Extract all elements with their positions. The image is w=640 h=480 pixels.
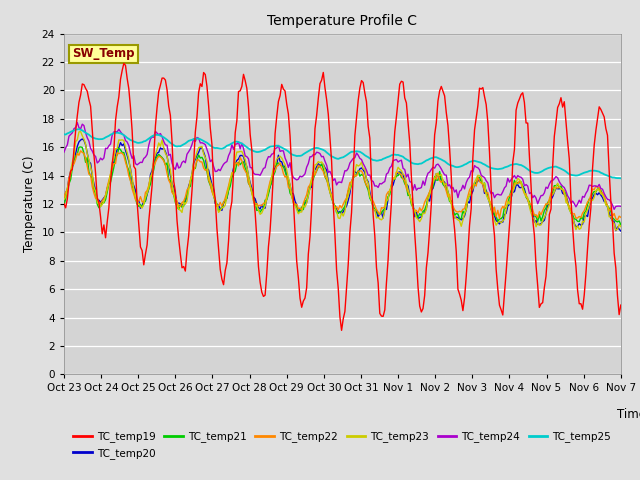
Y-axis label: Temperature (C): Temperature (C)	[23, 156, 36, 252]
TC_temp22	[617, 215, 625, 220]
TC_temp25	[185, 138, 193, 144]
TC_temp22	[60, 194, 68, 200]
TC_temp23	[67, 168, 74, 174]
TC_temp22	[67, 171, 74, 177]
Line: TC_temp20: TC_temp20	[64, 139, 621, 231]
TC_temp23	[185, 187, 193, 193]
TC_temp23	[60, 197, 68, 203]
TC_temp25	[617, 175, 625, 181]
TC_temp19	[376, 311, 383, 316]
TC_temp20	[60, 198, 68, 204]
TC_temp21	[77, 144, 84, 150]
TC_temp23	[374, 215, 382, 220]
TC_temp19	[525, 153, 533, 159]
TC_temp21	[228, 175, 236, 180]
TC_temp23	[524, 195, 532, 201]
TC_temp19	[185, 233, 193, 239]
TC_temp19	[228, 199, 236, 204]
Line: TC_temp22: TC_temp22	[64, 151, 621, 220]
TC_temp20	[374, 214, 382, 220]
TC_temp24	[517, 174, 525, 180]
Line: TC_temp24: TC_temp24	[64, 122, 621, 209]
TC_temp19	[617, 302, 625, 308]
TC_temp21	[517, 179, 525, 185]
TC_temp20	[617, 228, 625, 234]
TC_temp23	[228, 170, 236, 176]
TC_temp20	[79, 136, 86, 142]
TC_temp24	[74, 120, 81, 125]
TC_temp23	[612, 228, 620, 233]
TC_temp19	[120, 60, 127, 66]
TC_temp25	[524, 167, 532, 172]
TC_temp22	[614, 217, 621, 223]
TC_temp20	[228, 173, 236, 179]
TC_temp21	[60, 202, 68, 208]
TC_temp23	[77, 129, 84, 134]
TC_temp25	[67, 129, 74, 135]
TC_temp24	[60, 149, 68, 155]
TC_temp24	[611, 206, 618, 212]
Legend: TC_temp19, TC_temp20, TC_temp21, TC_temp22, TC_temp23, TC_temp24, TC_temp25: TC_temp19, TC_temp20, TC_temp21, TC_temp…	[69, 427, 616, 463]
Text: SW_Temp: SW_Temp	[72, 48, 135, 60]
TC_temp21	[524, 196, 532, 202]
TC_temp21	[185, 185, 193, 191]
Title: Temperature Profile C: Temperature Profile C	[268, 14, 417, 28]
TC_temp20	[517, 185, 525, 191]
Line: TC_temp23: TC_temp23	[64, 132, 621, 230]
TC_temp19	[338, 327, 346, 333]
TC_temp19	[519, 90, 527, 96]
TC_temp22	[524, 198, 532, 204]
Line: TC_temp25: TC_temp25	[64, 129, 621, 178]
TC_temp25	[75, 126, 83, 132]
TC_temp20	[185, 183, 193, 189]
TC_temp24	[617, 204, 625, 209]
TC_temp24	[185, 149, 193, 155]
TC_temp24	[67, 132, 74, 137]
TC_temp24	[374, 184, 382, 190]
TC_temp24	[228, 142, 236, 148]
TC_temp24	[524, 183, 532, 189]
TC_temp25	[517, 162, 525, 168]
TC_temp20	[524, 196, 532, 202]
TC_temp22	[185, 185, 193, 191]
TC_temp23	[517, 180, 525, 185]
TC_temp25	[374, 158, 382, 164]
TC_temp22	[228, 172, 236, 178]
TC_temp22	[374, 209, 382, 215]
TC_temp21	[374, 211, 382, 216]
Line: TC_temp21: TC_temp21	[64, 147, 621, 225]
TC_temp21	[67, 177, 74, 182]
X-axis label: Time: Time	[618, 408, 640, 421]
TC_temp23	[617, 224, 625, 229]
TC_temp19	[60, 201, 68, 206]
TC_temp19	[67, 168, 74, 174]
TC_temp25	[228, 141, 236, 146]
TC_temp20	[67, 168, 74, 174]
TC_temp22	[517, 181, 525, 187]
TC_temp25	[60, 132, 68, 137]
TC_temp22	[77, 148, 84, 154]
Line: TC_temp19: TC_temp19	[64, 63, 621, 330]
TC_temp21	[617, 222, 625, 228]
